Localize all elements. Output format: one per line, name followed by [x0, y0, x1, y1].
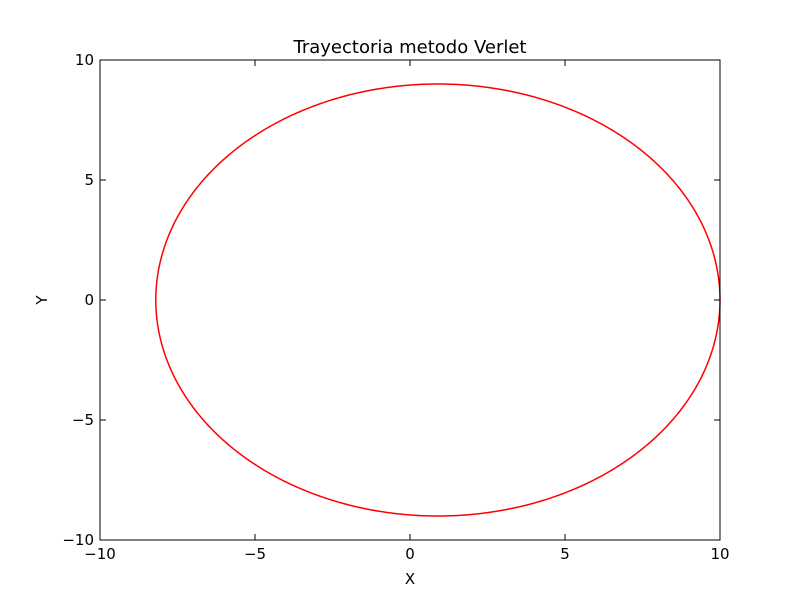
trajectory-line: [155, 83, 721, 517]
x-tick-label: 0: [405, 545, 415, 563]
plot-background: [100, 60, 720, 540]
x-tick-label: 5: [560, 545, 570, 563]
chart-title: Trayectoria metodo Verlet: [293, 37, 527, 58]
plot-area: [99, 59, 721, 541]
y-tick-label: −10: [62, 531, 94, 549]
x-axis-label: X: [405, 570, 415, 588]
y-axis-label: Y: [33, 295, 51, 306]
x-tick-label: 10: [710, 545, 729, 563]
y-axis-ticks: −10 −5 0 5 10: [62, 51, 720, 549]
y-tick-label: 0: [84, 291, 94, 309]
x-tick-label: −10: [84, 545, 116, 563]
y-tick-label: 10: [75, 51, 94, 69]
x-axis-ticks: −10 −5 0 5 10: [84, 60, 730, 563]
x-tick-label: −5: [244, 545, 266, 563]
y-tick-label: −5: [72, 411, 94, 429]
y-tick-label: 5: [84, 171, 94, 189]
